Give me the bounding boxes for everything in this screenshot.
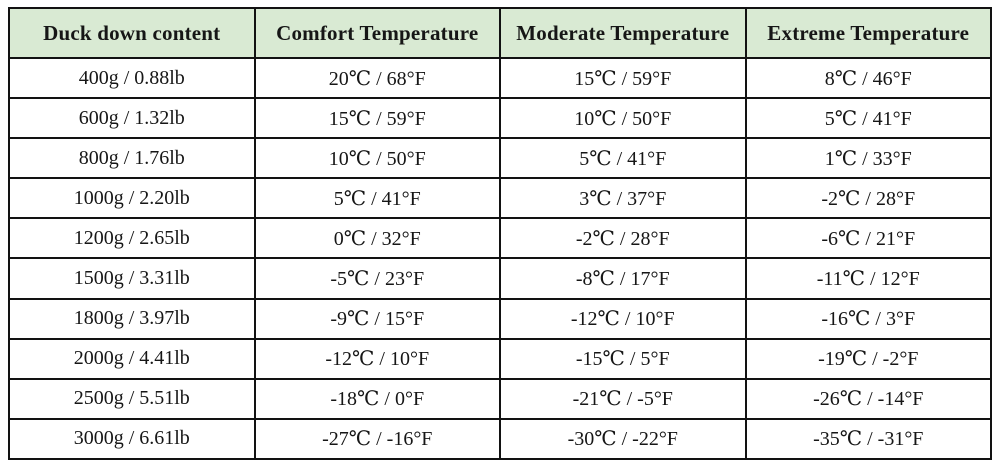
- table-row: 2500g / 5.51lb -18℃ / 0°F -21℃ / -5°F -2…: [8, 377, 992, 420]
- table-row: 1200g / 2.65lb 0℃ / 32°F -2℃ / 28°F -6℃ …: [8, 217, 992, 260]
- table-cell-comfort-temp: 10℃ / 50°F: [253, 137, 501, 180]
- table-cell-comfort-temp: -12℃ / 10°F: [253, 337, 501, 380]
- table-cell-extreme-temp: -2℃ / 28°F: [744, 177, 992, 220]
- table-cell-extreme-temp: -6℃ / 21°F: [744, 217, 992, 260]
- table-cell-comfort-temp: -5℃ / 23°F: [253, 257, 501, 300]
- table-row: 3000g / 6.61lb -27℃ / -16°F -30℃ / -22°F…: [8, 417, 992, 461]
- table-cell-extreme-temp: 5℃ / 41°F: [744, 97, 992, 140]
- table-row: 2000g / 4.41lb -12℃ / 10°F -15℃ / 5°F -1…: [8, 337, 992, 380]
- table-cell-comfort-temp: 15℃ / 59°F: [253, 97, 501, 140]
- table-cell-moderate-temp: -8℃ / 17°F: [499, 257, 747, 300]
- table-row: 600g / 1.32lb 15℃ / 59°F 10℃ / 50°F 5℃ /…: [8, 97, 992, 140]
- table-cell-down-content: 1800g / 3.97lb: [8, 297, 256, 340]
- table-cell-comfort-temp: -18℃ / 0°F: [253, 377, 501, 420]
- column-header-extreme-temperature: Extreme Temperature: [744, 7, 992, 59]
- table-cell-extreme-temp: -11℃ / 12°F: [744, 257, 992, 300]
- table-cell-comfort-temp: -9℃ / 15°F: [253, 297, 501, 340]
- table-cell-down-content: 1200g / 2.65lb: [8, 217, 256, 260]
- table-cell-comfort-temp: 5℃ / 41°F: [253, 177, 501, 220]
- column-header-duck-down-content: Duck down content: [8, 7, 256, 59]
- column-header-comfort-temperature: Comfort Temperature: [253, 7, 501, 59]
- table-cell-down-content: 800g / 1.76lb: [8, 137, 256, 180]
- table-cell-moderate-temp: 10℃ / 50°F: [499, 97, 747, 140]
- table-row: 800g / 1.76lb 10℃ / 50°F 5℃ / 41°F 1℃ / …: [8, 137, 992, 180]
- table-cell-down-content: 2000g / 4.41lb: [8, 337, 256, 380]
- table-cell-moderate-temp: 3℃ / 37°F: [499, 177, 747, 220]
- table-cell-moderate-temp: -2℃ / 28°F: [499, 217, 747, 260]
- table-cell-moderate-temp: -12℃ / 10°F: [499, 297, 747, 340]
- table-cell-moderate-temp: 15℃ / 59°F: [499, 56, 747, 100]
- duck-down-temperature-table: Duck down content Comfort Temperature Mo…: [8, 7, 992, 461]
- table-cell-extreme-temp: -26℃ / -14°F: [744, 377, 992, 420]
- table-cell-extreme-temp: -35℃ / -31°F: [744, 417, 992, 461]
- table-cell-moderate-temp: 5℃ / 41°F: [499, 137, 747, 180]
- table-cell-down-content: 600g / 1.32lb: [8, 97, 256, 140]
- table-cell-moderate-temp: -15℃ / 5°F: [499, 337, 747, 380]
- column-header-moderate-temperature: Moderate Temperature: [499, 7, 747, 59]
- table-cell-moderate-temp: -21℃ / -5°F: [499, 377, 747, 420]
- table-cell-extreme-temp: 1℃ / 33°F: [744, 137, 992, 180]
- header-row: Duck down content Comfort Temperature Mo…: [8, 7, 992, 59]
- table-cell-down-content: 3000g / 6.61lb: [8, 417, 256, 461]
- table-cell-down-content: 1500g / 3.31lb: [8, 257, 256, 300]
- table-cell-extreme-temp: 8℃ / 46°F: [744, 56, 992, 100]
- table-row: 1500g / 3.31lb -5℃ / 23°F -8℃ / 17°F -11…: [8, 257, 992, 300]
- table-cell-comfort-temp: 0℃ / 32°F: [253, 217, 501, 260]
- table-cell-comfort-temp: 20℃ / 68°F: [253, 56, 501, 100]
- table-cell-extreme-temp: -16℃ / 3°F: [744, 297, 992, 340]
- table-cell-extreme-temp: -19℃ / -2°F: [744, 337, 992, 380]
- table-row: 1000g / 2.20lb 5℃ / 41°F 3℃ / 37°F -2℃ /…: [8, 177, 992, 220]
- table-cell-down-content: 1000g / 2.20lb: [8, 177, 256, 220]
- table-cell-down-content: 400g / 0.88lb: [8, 56, 256, 100]
- table-row: 1800g / 3.97lb -9℃ / 15°F -12℃ / 10°F -1…: [8, 297, 992, 340]
- table-row: 400g / 0.88lb 20℃ / 68°F 15℃ / 59°F 8℃ /…: [8, 56, 992, 100]
- table-cell-comfort-temp: -27℃ / -16°F: [253, 417, 501, 461]
- table-cell-down-content: 2500g / 5.51lb: [8, 377, 256, 420]
- table-cell-moderate-temp: -30℃ / -22°F: [499, 417, 747, 461]
